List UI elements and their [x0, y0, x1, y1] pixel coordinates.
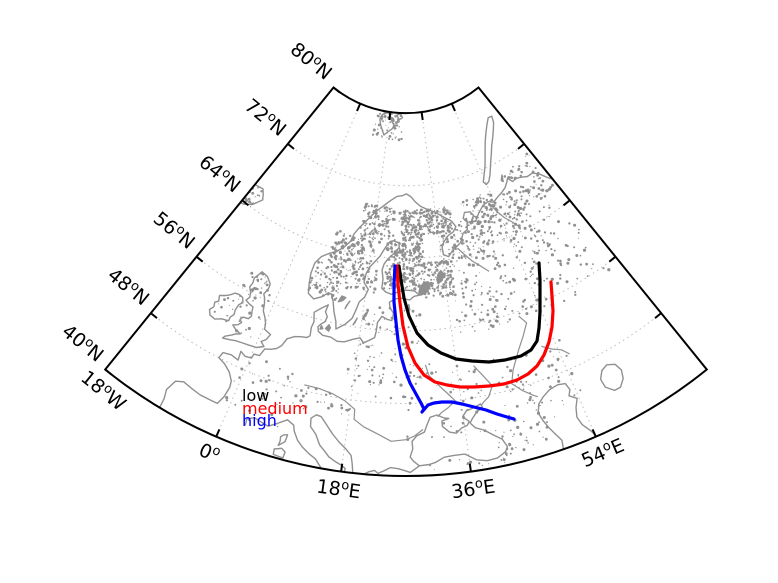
coastline-great-britain — [221, 271, 272, 349]
legend-item-medium: medium — [242, 399, 308, 418]
frame-outline — [103, 86, 709, 478]
river-danube — [304, 384, 424, 442]
lon-label-0: 0o — [196, 438, 224, 467]
coastline-lake-vanern — [337, 295, 347, 303]
coastline-corsica — [277, 434, 289, 447]
lat-label-80n: 80oN — [286, 38, 337, 85]
river-northern-dvina — [457, 248, 490, 272]
map-interior — [150, 103, 662, 477]
tick-lon-bottom-0 — [215, 428, 221, 438]
tick-lat-48 — [150, 312, 158, 319]
tick-lat-72 — [287, 143, 295, 150]
trajectory-high — [392, 264, 516, 421]
coastline-ireland — [208, 292, 244, 322]
coastline-oland — [352, 317, 358, 326]
coastline-funen — [319, 324, 324, 330]
lon-label-18e: 18oE — [315, 475, 362, 504]
tick-lat-right-72 — [517, 143, 525, 150]
tick-lon-top-0 — [356, 103, 362, 112]
trajectory-low — [397, 261, 542, 364]
land-speckles — [213, 112, 611, 477]
legend-item-high: high — [242, 411, 277, 430]
river-don — [473, 365, 493, 405]
tick-lat-80 — [332, 86, 341, 94]
tick-lon-bottom-54 — [591, 428, 597, 438]
coastline-black-sea — [409, 403, 509, 467]
coastline-zealand — [324, 324, 332, 332]
lat-label-56n: 56oN — [149, 207, 200, 254]
lon-label-18w: 18oW — [76, 366, 130, 416]
parallel-line — [287, 143, 525, 187]
tick-lat-40 — [104, 368, 113, 376]
legend-item-low: low — [242, 386, 270, 405]
lon-label-54e: 54oE — [578, 433, 628, 472]
tick-lat-64 — [241, 199, 250, 207]
lon-label-36e: 36oE — [450, 475, 497, 504]
tick-lon-top-54 — [450, 103, 456, 112]
coastline-aegean-marmara — [361, 465, 421, 476]
tick-lon-bottom-18 — [340, 463, 344, 472]
meridian-line — [421, 112, 472, 472]
meridian-line — [451, 103, 597, 437]
coastline-novaya-zemlya — [482, 115, 495, 186]
map-frame — [103, 86, 709, 478]
trajectory-medium — [395, 264, 555, 389]
meridian-line — [340, 112, 391, 472]
tick-lat-right-56 — [608, 255, 617, 263]
river-volga — [511, 315, 538, 398]
coastline-lake-vattern — [344, 300, 351, 310]
coastline-gotland — [361, 310, 369, 320]
tick-lon-bottom-36 — [468, 463, 472, 472]
river-dnieper — [424, 364, 456, 418]
coastline-aral-sea — [599, 363, 624, 392]
tick-lat-56 — [195, 255, 204, 263]
parallel-line — [241, 199, 571, 259]
lat-label-64n: 64oN — [195, 150, 246, 197]
coastline-lake-balaton — [345, 408, 352, 412]
lat-label-72n: 72oN — [240, 94, 291, 141]
tick-lat-right-48 — [654, 312, 662, 319]
coastline-sardinia — [272, 447, 286, 459]
coastline-caspian-north — [537, 382, 598, 450]
tick-lon-top-36 — [420, 111, 424, 121]
lat-label-40n: 40oN — [58, 320, 109, 367]
meridian-line — [215, 103, 361, 437]
trajectories — [392, 261, 555, 421]
tick-lon-top-18 — [388, 111, 392, 121]
coastline-adriatic — [309, 414, 354, 474]
tick-lat-right-64 — [562, 199, 571, 207]
lat-label-48n: 48oN — [103, 263, 154, 310]
coastline-vaygach — [500, 174, 504, 183]
coastline-mediterranean-france-italy — [244, 417, 324, 471]
